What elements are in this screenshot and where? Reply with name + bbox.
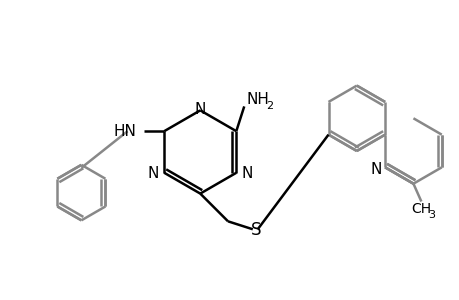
Text: 3: 3 bbox=[427, 210, 434, 220]
Text: N: N bbox=[370, 162, 381, 177]
Text: N: N bbox=[148, 166, 159, 181]
Text: CH: CH bbox=[410, 202, 431, 216]
Text: S: S bbox=[250, 221, 260, 239]
Text: NH: NH bbox=[246, 92, 269, 107]
Text: N: N bbox=[241, 166, 252, 181]
Text: N: N bbox=[194, 102, 206, 117]
Text: HN: HN bbox=[113, 124, 136, 139]
Text: 2: 2 bbox=[265, 101, 273, 111]
